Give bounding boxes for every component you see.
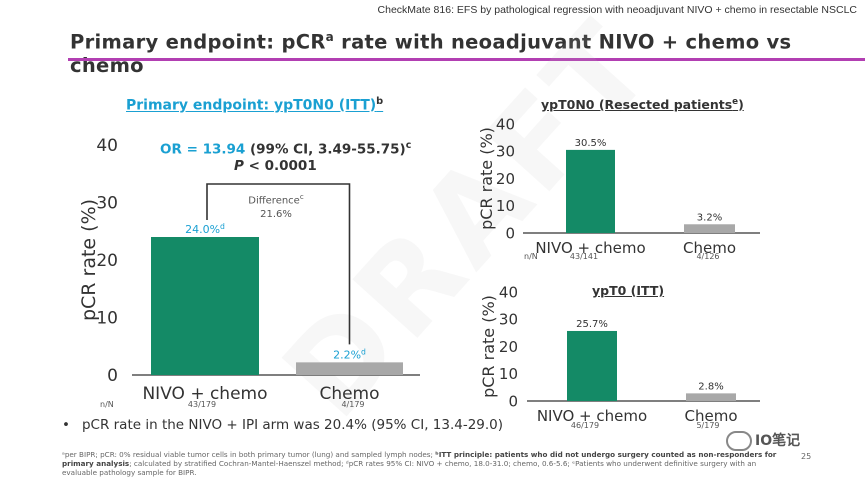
data-label: 24.0%d xyxy=(185,222,225,236)
left-panel-title: Primary endpoint: ypT0N0 (ITT)b xyxy=(126,96,383,114)
title-divider xyxy=(68,58,865,61)
bar-chemo xyxy=(684,224,735,233)
category-label: Chemo xyxy=(683,239,736,257)
page-number: 25 xyxy=(801,452,812,461)
data-label: 3.2% xyxy=(697,212,722,223)
difference-label-sup: c xyxy=(299,193,304,201)
y-tick-label: 20 xyxy=(496,170,515,188)
y-tick-label: 20 xyxy=(499,338,518,356)
bullet-icon: • xyxy=(62,417,70,433)
bar-chemo xyxy=(686,393,736,401)
slide-header: CheckMate 816: EFS by pathological regre… xyxy=(377,4,857,16)
y-axis-label: pCR rate (%) xyxy=(477,127,496,230)
slide-title-sup: a xyxy=(325,30,335,44)
category-label: Chemo xyxy=(685,407,738,425)
right-top-title: ypT0N0 (Resected patientse) xyxy=(541,97,744,112)
nn-value: 5/179 xyxy=(696,421,719,430)
p-value-text: < 0.0001 xyxy=(243,158,317,174)
data-label: 25.7% xyxy=(576,319,608,330)
y-axis-label: pCR rate (%) xyxy=(479,295,498,398)
data-label: 30.5% xyxy=(575,138,607,149)
difference-label: Differencec xyxy=(226,190,326,208)
category-label: Chemo xyxy=(319,384,379,404)
y-tick-label: 20 xyxy=(96,251,118,271)
category-label: NIVO + chemo xyxy=(142,384,267,404)
y-tick-label: 30 xyxy=(96,193,118,213)
bar-chemo xyxy=(296,362,403,375)
category-label: NIVO + chemo xyxy=(537,407,647,425)
significance-bracket xyxy=(206,183,351,345)
y-tick-label: 30 xyxy=(499,311,518,329)
bullet-point: • pCR rate in the NIVO + IPI arm was 20.4… xyxy=(62,417,503,433)
bar-nivo-chemo xyxy=(151,237,259,375)
difference-annotation: Differencec 21.6% xyxy=(226,190,326,222)
footnote-rest: ; calculated by stratified Cochran-Mante… xyxy=(62,459,757,477)
left-panel-title-sup: b xyxy=(376,96,384,107)
footnote-a: ᵃper BIPR; pCR: 0% residual viable tumor… xyxy=(62,450,436,459)
y-tick-label: 10 xyxy=(496,197,515,215)
p-label: P xyxy=(234,158,244,174)
slide-title: Primary endpoint: pCRa rate with neoadju… xyxy=(70,30,865,77)
y-tick-label: 10 xyxy=(96,308,118,328)
right-top-title-end: ) xyxy=(738,97,744,113)
y-tick-label: 10 xyxy=(499,365,518,383)
bullet-text: pCR rate in the NIVO + IPI arm was 20.4%… xyxy=(81,417,504,433)
left-panel-title-text: Primary endpoint: ypT0N0 (ITT) xyxy=(126,97,377,114)
difference-value: 21.6% xyxy=(260,209,292,221)
odds-ratio-label: OR = 13.94 xyxy=(160,141,246,158)
bar-nivo-chemo xyxy=(567,330,617,401)
footnote-b: ᵇITT principle: patients who did not und… xyxy=(62,450,777,468)
odds-ratio-ci: (99% CI, 3.49-55.75) xyxy=(245,141,406,158)
nn-value: 46/179 xyxy=(571,421,599,430)
right-top-title-text: ypT0N0 (Resected patients xyxy=(541,97,733,113)
y-tick-label: 40 xyxy=(96,136,118,156)
difference-label-text: Difference xyxy=(248,195,300,207)
data-label-sup: d xyxy=(361,347,366,356)
slide-title-main: Primary endpoint: pCR xyxy=(70,30,326,54)
y-tick-label: 0 xyxy=(508,392,518,410)
odds-ratio-sup: c xyxy=(405,140,412,151)
y-tick-label: 0 xyxy=(505,224,515,242)
data-label: 2.2%d xyxy=(333,347,366,361)
y-axis-label: pCR rate (%) xyxy=(78,199,100,321)
data-label-sup: d xyxy=(220,222,225,231)
y-tick-label: 30 xyxy=(496,143,515,161)
wechat-icon xyxy=(726,431,752,451)
nn-value: 43/179 xyxy=(188,400,216,409)
y-tick-label: 40 xyxy=(499,283,518,301)
wechat-watermark: IO笔记 xyxy=(726,430,800,451)
nn-value: 4/126 xyxy=(696,252,719,261)
y-tick-label: 40 xyxy=(496,115,515,133)
y-tick-label: 0 xyxy=(107,366,118,386)
nn-value: 43/141 xyxy=(570,252,598,261)
right-top-title-sup: e xyxy=(732,97,739,107)
nn-label: n/N xyxy=(100,400,114,409)
nn-label: n/N xyxy=(524,252,538,261)
category-label: NIVO + chemo xyxy=(535,239,645,257)
odds-ratio: OR = 13.94 (99% CI, 3.49-55.75)c xyxy=(160,140,411,158)
nn-value: 4/179 xyxy=(341,400,364,409)
data-label: 2.8% xyxy=(698,381,723,392)
wechat-label: IO笔记 xyxy=(755,433,801,449)
footnote: ᵃper BIPR; pCR: 0% residual viable tumor… xyxy=(62,450,782,477)
right-bottom-title: ypT0 (ITT) xyxy=(592,283,665,298)
bar-nivo-chemo xyxy=(566,149,615,233)
p-value: P < 0.0001 xyxy=(234,158,317,174)
